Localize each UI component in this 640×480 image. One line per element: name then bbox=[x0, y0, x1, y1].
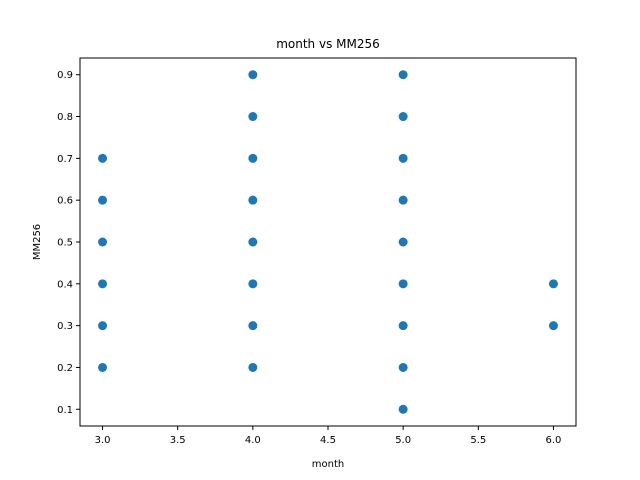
data-point bbox=[98, 362, 108, 372]
y-tick-label: 0.3 bbox=[57, 321, 73, 332]
data-point bbox=[98, 321, 108, 331]
scatter-points bbox=[98, 70, 558, 414]
data-point bbox=[248, 112, 258, 122]
y-tick-label: 0.1 bbox=[57, 405, 73, 416]
y-axis-label: MM256 bbox=[32, 224, 43, 260]
data-point bbox=[248, 321, 258, 331]
x-tick-label: 3.5 bbox=[170, 435, 186, 446]
y-tick-label: 0.9 bbox=[57, 70, 73, 81]
data-point bbox=[548, 279, 558, 289]
y-tick-label: 0.5 bbox=[57, 238, 73, 249]
data-point bbox=[398, 362, 408, 372]
x-tick-label: 5.0 bbox=[395, 435, 411, 446]
data-point bbox=[248, 195, 258, 205]
y-tick-label: 0.8 bbox=[57, 112, 73, 123]
data-point bbox=[398, 195, 408, 205]
data-point bbox=[398, 153, 408, 163]
x-tick-label: 3.0 bbox=[95, 435, 111, 446]
y-tick-label: 0.4 bbox=[57, 279, 73, 290]
data-point bbox=[398, 404, 408, 414]
data-point bbox=[98, 153, 108, 163]
data-point bbox=[248, 70, 258, 80]
x-axis-label: month bbox=[312, 459, 344, 470]
y-tick-label: 0.2 bbox=[57, 363, 73, 374]
data-point bbox=[98, 237, 108, 247]
data-point bbox=[248, 237, 258, 247]
data-point bbox=[248, 279, 258, 289]
y-tick-label: 0.6 bbox=[57, 196, 73, 207]
y-tick-label: 0.7 bbox=[57, 154, 73, 165]
data-point bbox=[398, 237, 408, 247]
data-point bbox=[248, 153, 258, 163]
x-axis-ticks: 3.0 3.5 4.0 4.5 5.0 5.5 6.0 bbox=[95, 426, 562, 446]
data-point bbox=[398, 321, 408, 331]
y-axis-ticks: 0.1 0.2 0.3 0.4 0.5 0.6 0.7 0.8 0.9 bbox=[57, 70, 80, 416]
data-point bbox=[548, 321, 558, 331]
x-tick-label: 4.5 bbox=[320, 435, 336, 446]
plot-frame bbox=[79, 57, 577, 427]
x-tick-label: 6.0 bbox=[546, 435, 562, 446]
data-point bbox=[398, 279, 408, 289]
data-point bbox=[398, 112, 408, 122]
data-point bbox=[98, 279, 108, 289]
chart-title: month vs MM256 bbox=[276, 37, 380, 51]
x-tick-label: 5.5 bbox=[470, 435, 486, 446]
x-tick-label: 4.0 bbox=[245, 435, 261, 446]
data-point bbox=[398, 70, 408, 80]
data-point bbox=[98, 195, 108, 205]
data-point bbox=[248, 362, 258, 372]
